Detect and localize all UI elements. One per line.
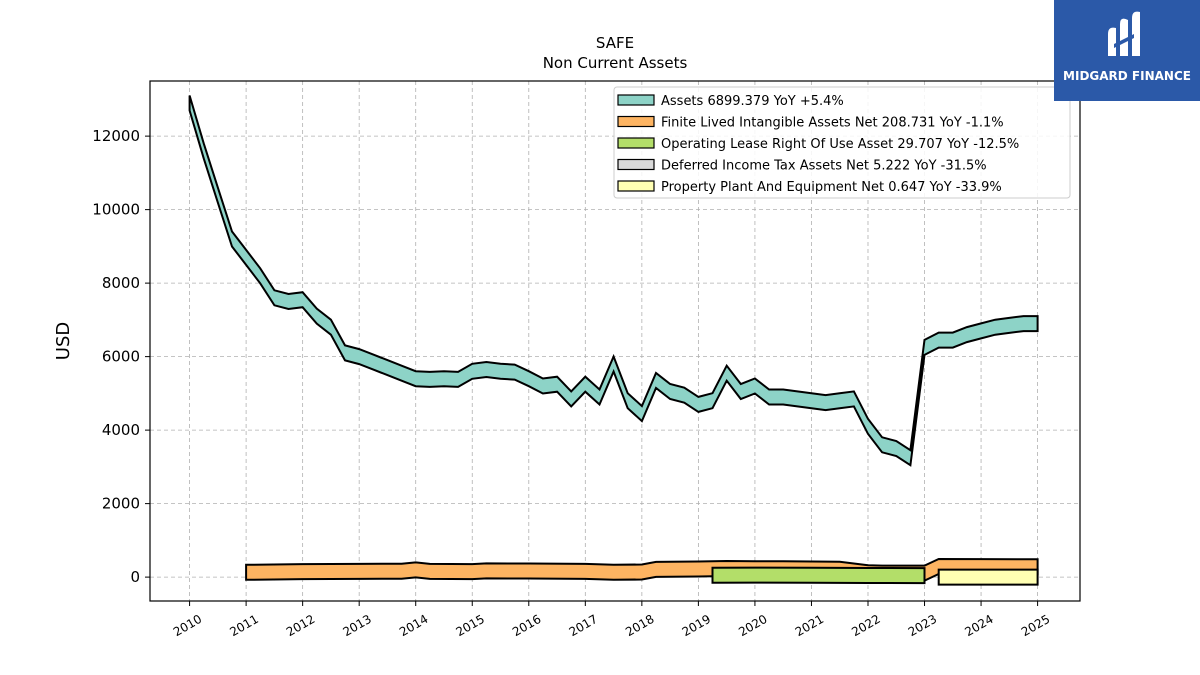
y-tick-label: 4000 [102, 421, 140, 439]
y-tick-label: 10000 [92, 201, 140, 219]
y-tick-label: 2000 [102, 495, 140, 513]
series-band-2 [711, 566, 926, 585]
x-tick-label: 2024 [962, 612, 995, 639]
tick-layer: 0 2000 4000 6000 8000 10000 12000 2010 2011 2012 2… [92, 127, 1052, 639]
legend: Assets 6899.379 YoY +5.4% Finite Lived In… [613, 86, 1071, 199]
x-tick-label: 2018 [623, 612, 656, 639]
brand-logo-icon [1108, 11, 1140, 57]
legend-swatch [617, 158, 655, 171]
x-tick-label: 2014 [397, 612, 430, 639]
legend-entry: Finite Lived Intangible Assets Net 208.7… [661, 116, 1004, 131]
x-tick-label: 2016 [510, 612, 543, 639]
x-tick-label: 2022 [849, 612, 882, 639]
x-tick-label: 2013 [340, 612, 373, 639]
chart-subtitle: Non Current Assets [543, 54, 688, 72]
x-tick-label: 2012 [284, 612, 317, 639]
legend-swatch [617, 94, 655, 106]
x-tick-label: 2015 [454, 612, 487, 639]
legend-box [613, 86, 1071, 199]
legend-entry: Assets 6899.379 YoY +5.4% [661, 94, 844, 109]
brand-logo: MIDGARD FINANCE [1054, 0, 1200, 101]
legend-swatch [617, 137, 655, 149]
series-layer [188, 95, 1039, 586]
y-tick-label: 8000 [102, 274, 140, 292]
x-tick-label: 2020 [736, 612, 769, 639]
plot-frame [149, 80, 1081, 602]
chart-title: SAFE [596, 34, 634, 52]
y-tick-label: 12000 [92, 127, 140, 145]
series-band-4 [937, 568, 1039, 586]
series-band-0 [188, 95, 1039, 467]
x-tick-label: 2023 [906, 612, 939, 639]
y-tick-label: 0 [130, 568, 140, 586]
x-tick-label: 2010 [171, 612, 204, 639]
y-tick-label: 6000 [102, 348, 140, 366]
legend-entry: Deferred Income Tax Assets Net 5.222 YoY… [661, 159, 987, 174]
legend-entry: Operating Lease Right Of Use Asset 29.70… [661, 137, 1019, 152]
x-tick-label: 2025 [1019, 612, 1052, 639]
x-tick-label: 2021 [793, 612, 826, 639]
x-tick-label: 2017 [567, 612, 600, 639]
legend-swatch [617, 180, 655, 192]
legend-entry: Property Plant And Equipment Net 0.647 Y… [661, 180, 1002, 195]
x-tick-label: 2019 [680, 612, 713, 639]
y-axis-label: USD [53, 322, 74, 360]
brand-name: MIDGARD FINANCE [1063, 69, 1191, 83]
legend-swatch [617, 115, 655, 128]
x-tick-label: 2011 [227, 612, 260, 639]
